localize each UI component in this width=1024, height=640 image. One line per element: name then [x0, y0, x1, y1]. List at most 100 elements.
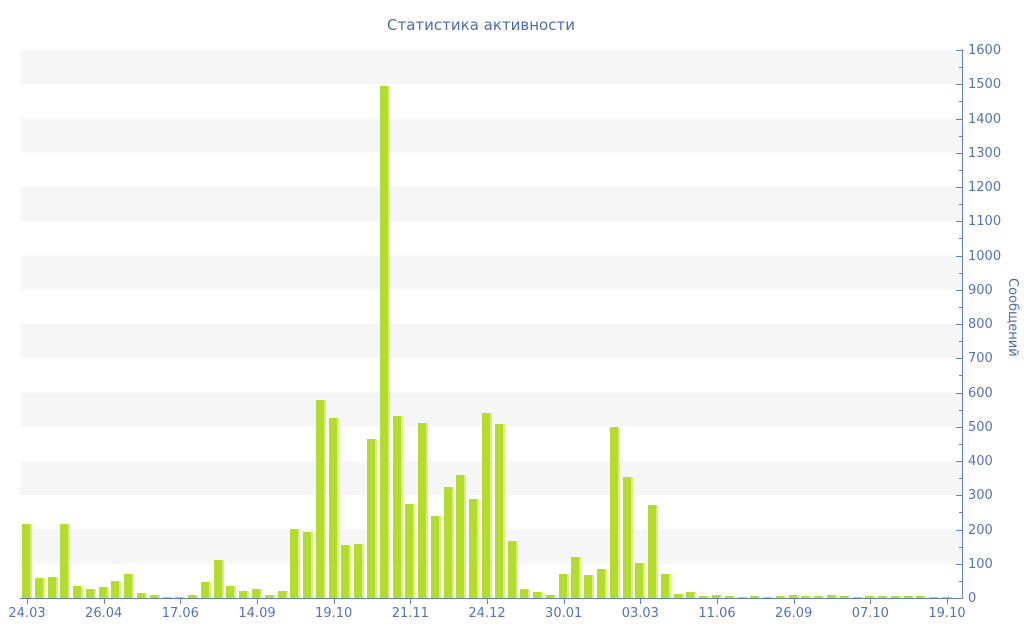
bar[interactable]: [430, 516, 441, 598]
bar[interactable]: [929, 597, 940, 598]
bar[interactable]: [137, 593, 147, 598]
y-major-tick: [956, 50, 962, 51]
bar[interactable]: [162, 597, 173, 598]
bar[interactable]: [443, 487, 454, 598]
x-tick: [27, 599, 28, 604]
bar[interactable]: [494, 424, 505, 598]
bar[interactable]: [635, 563, 646, 598]
bar[interactable]: [916, 596, 927, 598]
bar[interactable]: [827, 595, 837, 598]
chart-title: Статистика активности: [387, 16, 575, 34]
y-tick-label: 700: [968, 351, 993, 367]
bar[interactable]: [699, 596, 710, 598]
bar[interactable]: [533, 592, 544, 598]
bar[interactable]: [520, 589, 531, 598]
bar[interactable]: [801, 596, 812, 598]
bar[interactable]: [124, 574, 135, 598]
bar[interactable]: [482, 413, 492, 598]
y-major-tick: [956, 529, 962, 531]
bar[interactable]: [213, 560, 224, 598]
bar[interactable]: [226, 586, 237, 598]
bar[interactable]: [673, 594, 684, 598]
bar[interactable]: [903, 596, 914, 598]
bar[interactable]: [609, 427, 620, 598]
bar[interactable]: [686, 592, 697, 598]
bar[interactable]: [149, 595, 160, 598]
bar[interactable]: [660, 574, 671, 598]
bar[interactable]: [290, 529, 301, 598]
y-major-tick: [956, 289, 962, 291]
y-axis-line: [962, 49, 963, 599]
bar[interactable]: [942, 597, 952, 598]
bar[interactable]: [788, 595, 799, 598]
bar[interactable]: [188, 595, 199, 598]
bar[interactable]: [392, 416, 403, 598]
bar[interactable]: [750, 596, 761, 598]
y-minor-tick: [959, 169, 962, 171]
y-tick-label: 1300: [968, 145, 1002, 161]
x-tick-label: 19.10: [928, 606, 966, 621]
bar[interactable]: [200, 582, 211, 598]
bar[interactable]: [622, 477, 633, 598]
bar[interactable]: [814, 596, 825, 598]
bar[interactable]: [34, 578, 45, 598]
bar[interactable]: [85, 589, 96, 598]
bar[interactable]: [303, 532, 314, 598]
bar[interactable]: [469, 499, 480, 598]
bar[interactable]: [852, 597, 863, 598]
bar[interactable]: [405, 504, 416, 598]
y-tick-label: 300: [968, 488, 993, 504]
bar[interactable]: [890, 596, 901, 598]
bar[interactable]: [315, 400, 326, 598]
bar[interactable]: [367, 439, 377, 598]
bar[interactable]: [354, 544, 365, 598]
bar[interactable]: [724, 596, 735, 598]
bar[interactable]: [379, 86, 390, 598]
bar[interactable]: [865, 596, 876, 598]
bar[interactable]: [98, 587, 109, 598]
bar[interactable]: [584, 575, 595, 598]
bar[interactable]: [558, 574, 569, 598]
bar[interactable]: [175, 597, 186, 598]
y-minor-tick: [959, 204, 962, 206]
bar[interactable]: [252, 589, 262, 598]
bar[interactable]: [47, 577, 58, 598]
bar[interactable]: [328, 418, 339, 598]
x-tick-label: 26.04: [85, 606, 123, 621]
bar[interactable]: [239, 591, 250, 598]
x-tick: [717, 599, 718, 604]
bar[interactable]: [456, 475, 467, 598]
bar[interactable]: [737, 597, 748, 598]
bar[interactable]: [277, 591, 288, 598]
bar[interactable]: [878, 596, 889, 598]
bar[interactable]: [73, 586, 84, 598]
y-axis-title: Сообщений: [1005, 278, 1020, 357]
bar[interactable]: [571, 557, 582, 598]
y-major-tick: [956, 118, 962, 120]
bar[interactable]: [111, 581, 122, 598]
y-tick-label: 200: [968, 522, 993, 538]
bar[interactable]: [839, 596, 850, 598]
bar[interactable]: [763, 597, 774, 598]
bar[interactable]: [712, 595, 722, 598]
bar[interactable]: [22, 524, 32, 598]
bar[interactable]: [264, 595, 275, 598]
x-tick-label: 11.06: [698, 606, 736, 621]
y-minor-tick: [959, 375, 962, 377]
bar[interactable]: [648, 505, 659, 598]
bar[interactable]: [418, 423, 429, 598]
y-minor-tick: [959, 478, 962, 480]
bar[interactable]: [60, 524, 71, 598]
bar[interactable]: [507, 541, 518, 598]
y-tick-label: 1100: [968, 214, 1002, 230]
bar[interactable]: [775, 596, 786, 598]
x-tick: [103, 599, 105, 604]
y-tick-label: 400: [968, 454, 993, 469]
bar[interactable]: [341, 545, 352, 598]
y-major-tick: [956, 495, 962, 497]
y-tick-label: 500: [968, 419, 993, 435]
y-major-tick: [956, 598, 962, 599]
bar[interactable]: [597, 569, 607, 598]
bar[interactable]: [545, 595, 556, 598]
y-tick-label: 1200: [968, 180, 1002, 195]
